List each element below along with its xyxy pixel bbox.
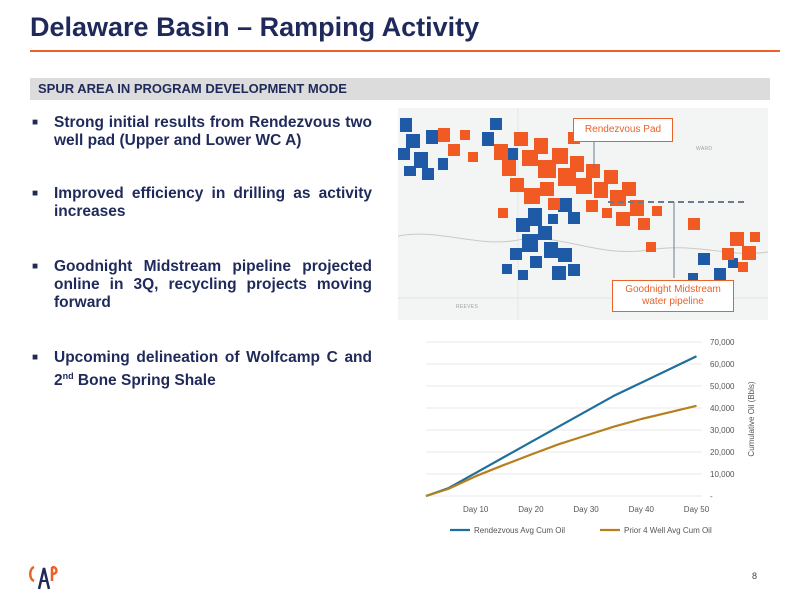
x-tick-label: Day 40 (629, 505, 655, 514)
ordinal-superscript: nd (62, 371, 74, 381)
x-tick-label: Day 20 (518, 505, 544, 514)
y-tick-label: 10,000 (710, 470, 735, 479)
y-tick-label: 60,000 (710, 360, 735, 369)
y-axis-label: Cumulative Oil (Bbls) (747, 381, 756, 456)
square-bullet-icon: ■ (32, 261, 39, 272)
county-label-ward: WARD (696, 146, 713, 152)
y-tick-label: 40,000 (710, 404, 735, 413)
slide-title: Delaware Basin – Ramping Activity (30, 12, 480, 42)
bullet-text: Strong initial results from Rendezvous t… (54, 114, 372, 149)
y-tick-label: - (710, 492, 713, 501)
section-header-bar: SPUR AREA IN PROGRAM DEVELOPMENT MODE (30, 78, 770, 100)
y-tick-label: 20,000 (710, 448, 735, 457)
county-label-reeves: REEVES (456, 304, 479, 310)
y-tick-label: 50,000 (710, 382, 735, 391)
x-tick-label: Day 10 (463, 505, 489, 514)
bullet-text: Improved efficiency in drilling as activ… (54, 185, 372, 220)
legend-label: Rendezvous Avg Cum Oil (474, 526, 565, 535)
bullet-text-part: Bone Spring Shale (73, 372, 216, 390)
series-line (425, 404, 697, 498)
section-label: SPUR AREA IN PROGRAM DEVELOPMENT MODE (38, 81, 347, 96)
blue-acreage-blocks (398, 118, 738, 283)
bullet-item: ■ Strong initial results from Rendezvous… (32, 114, 372, 150)
square-bullet-icon: ■ (32, 188, 39, 199)
series-line (425, 355, 697, 498)
company-logo (29, 565, 58, 590)
x-tick-label: Day 50 (684, 505, 710, 514)
page-number: 8 (752, 571, 758, 581)
bullet-text-part: Upcoming delineation of Wolfcamp C and 2 (54, 349, 372, 390)
cumulative-oil-chart: - 10,000 20,000 30,000 40,000 50,000 60,000 70,… (425, 338, 756, 535)
pipeline-callout: Goodnight Midstream water pipeline (612, 280, 734, 312)
bullet-text: Goodnight Midstream pipeline projected o… (54, 258, 372, 311)
square-bullet-icon: ■ (32, 117, 39, 128)
legend-label: Prior 4 Well Avg Cum Oil (624, 526, 712, 535)
bullet-item: ■ Upcoming delineation of Wolfcamp C and… (32, 349, 372, 390)
acreage-map: WARD REEVES Rendezvous Pad Goodnight Mid… (398, 108, 768, 320)
y-tick-label: 70,000 (710, 338, 735, 347)
bullet-item: ■ Improved efficiency in drilling as act… (32, 185, 372, 221)
title-divider (30, 50, 780, 52)
x-tick-label: Day 30 (573, 505, 599, 514)
rendezvous-pad-callout: Rendezvous Pad (573, 118, 673, 142)
bullet-item: ■ Goodnight Midstream pipeline projected… (32, 258, 372, 312)
bullet-text: Upcoming delineation of Wolfcamp C and 2… (54, 349, 372, 390)
y-tick-label: 30,000 (710, 426, 735, 435)
square-bullet-icon: ■ (32, 352, 39, 363)
